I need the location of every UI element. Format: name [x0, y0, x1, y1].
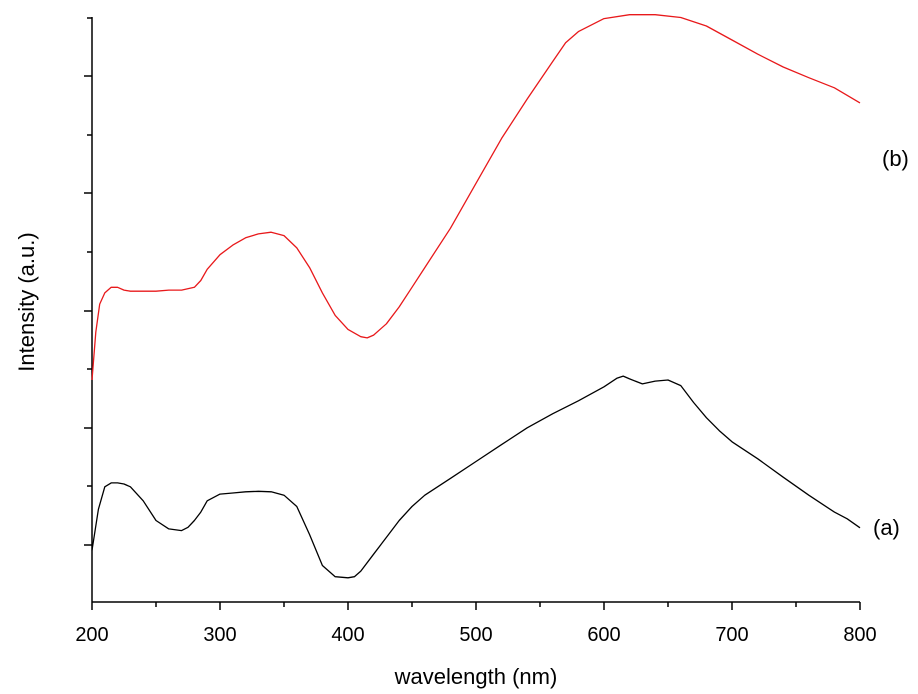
y-axis-label: Intensity (a.u.) — [14, 232, 39, 371]
x-tick-label: 800 — [843, 624, 876, 646]
x-tick-label: 400 — [331, 624, 364, 646]
series-b-line — [91, 14, 861, 381]
x-tick-label: 600 — [587, 624, 620, 646]
x-tick-label: 200 — [75, 624, 108, 646]
series-a-line — [91, 375, 861, 579]
x-tick-label: 700 — [715, 624, 748, 646]
x-tick-label: 500 — [459, 624, 492, 646]
series-label-a: (a) — [873, 515, 900, 540]
plot-area — [91, 14, 861, 579]
series-label-b: (b) — [882, 146, 909, 171]
x-tick-label: 300 — [203, 624, 236, 646]
chart-labels: wavelength (nm) Intensity (a.u.) (b) (a) — [14, 146, 909, 689]
chart-axes: 200 300 400 500 600 700 800 — [75, 17, 877, 646]
x-axis-label: wavelength (nm) — [394, 664, 558, 689]
